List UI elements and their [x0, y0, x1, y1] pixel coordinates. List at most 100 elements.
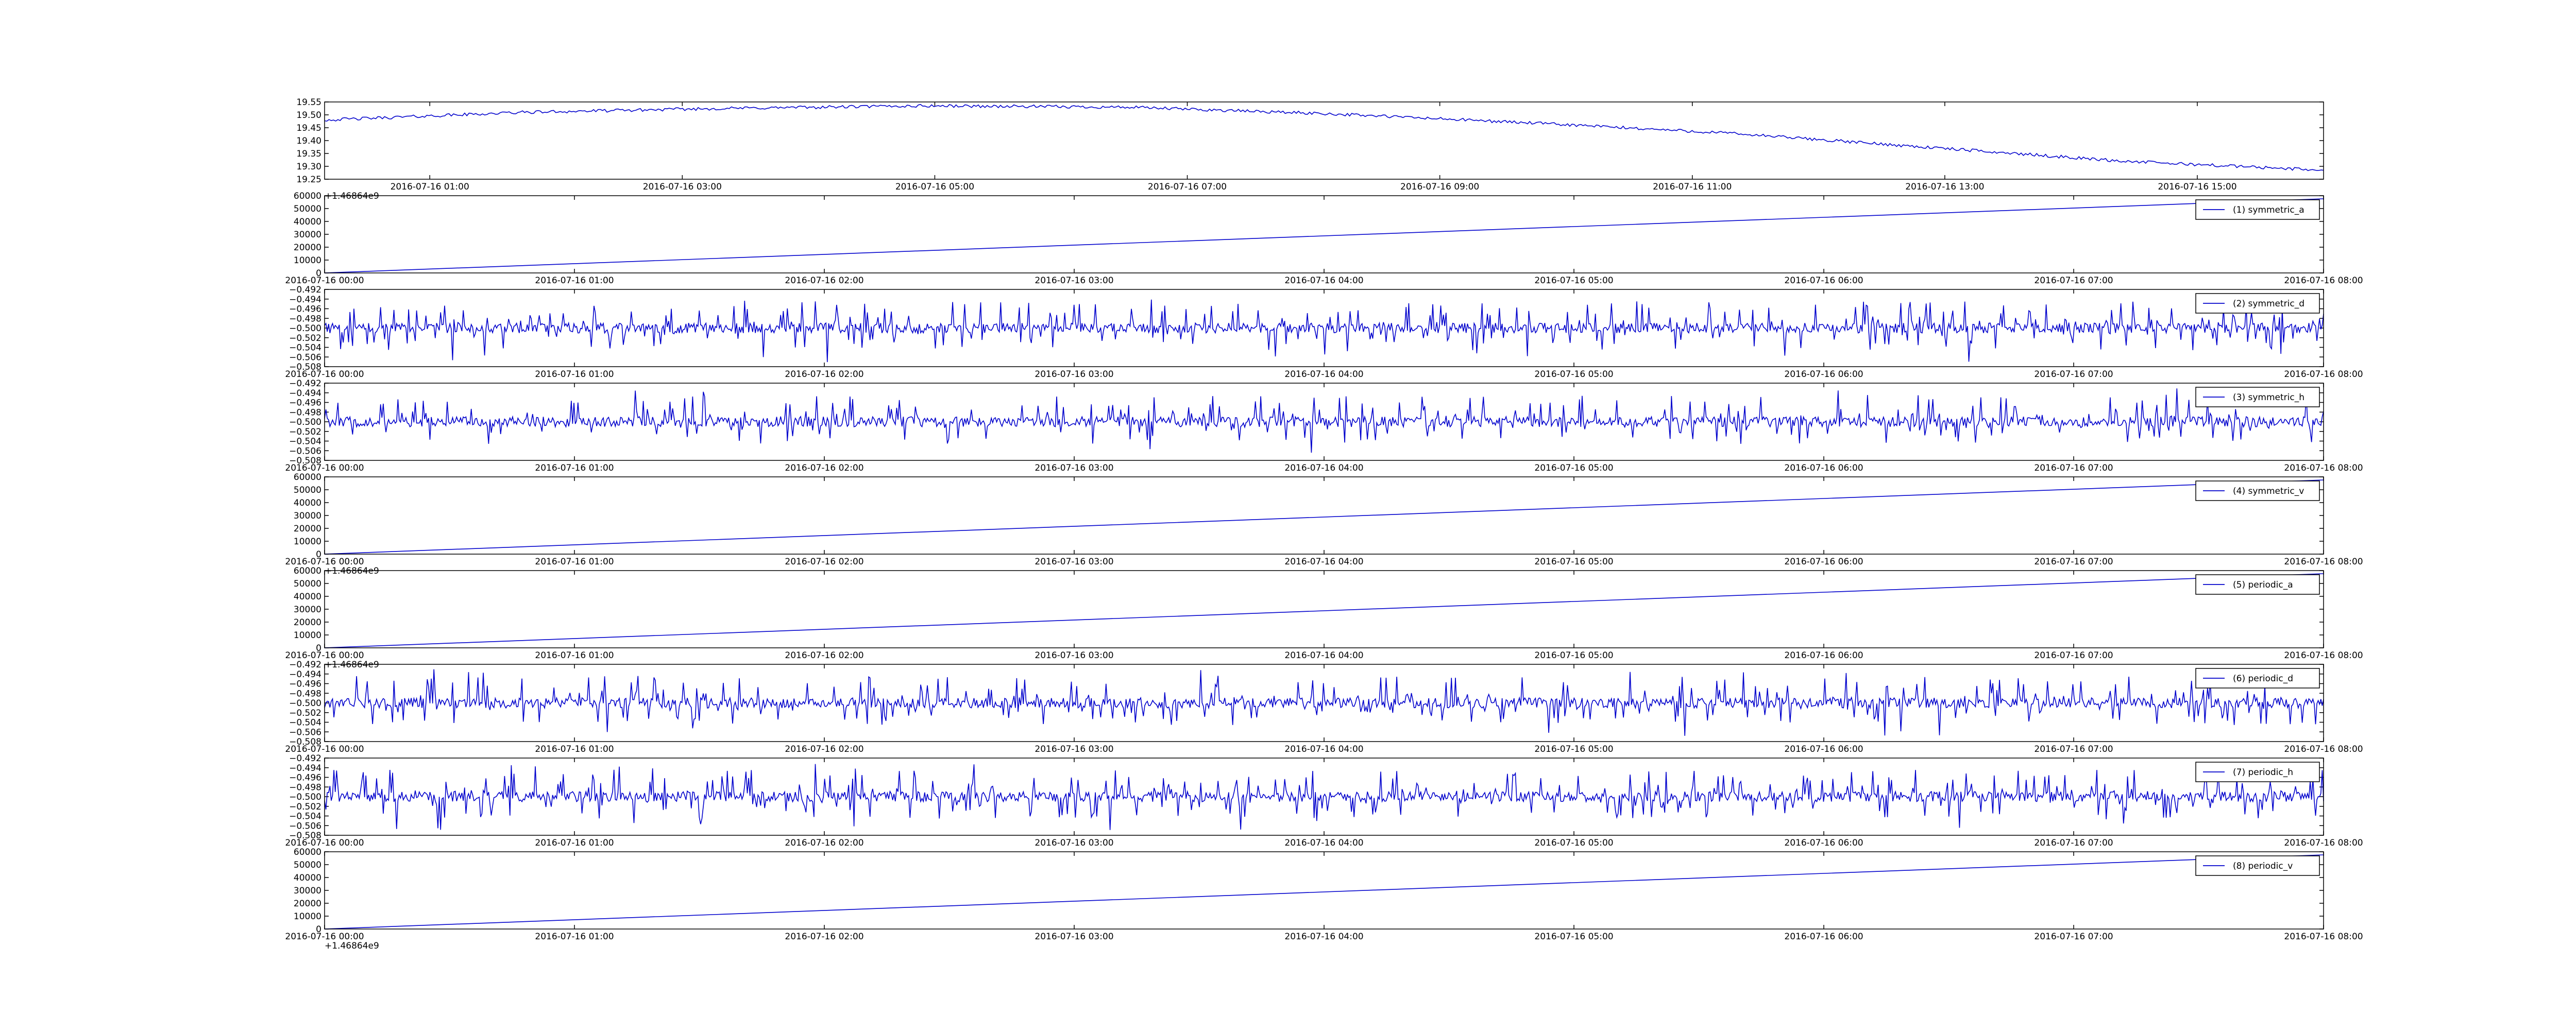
x-tick-label: 2016-07-16 00:00	[285, 744, 364, 754]
x-tick-label: 2016-07-16 01:00	[535, 463, 614, 473]
x-tick-label: 2016-07-16 03:00	[1035, 650, 1113, 661]
x-tick-label: 2016-07-16 00:00	[285, 463, 364, 473]
series-line-2	[324, 198, 2324, 273]
x-tick-label: 2016-07-16 13:00	[1905, 182, 1984, 192]
y-tick-label: 19.30	[296, 162, 321, 172]
x-tick-label: 2016-07-16 07:00	[2034, 463, 2113, 473]
x-tick-label: 2016-07-16 04:00	[1284, 650, 1363, 661]
plot-frame	[324, 289, 2324, 367]
series-line-8	[324, 764, 2324, 830]
y-tick-label: −0.502	[289, 427, 321, 437]
y-tick-label: −0.500	[289, 417, 321, 427]
y-tick-label: −0.496	[289, 398, 321, 408]
x-tick-label: 2016-07-16 04:00	[1284, 463, 1363, 473]
series-line-7	[324, 669, 2324, 736]
x-tick-label: 2016-07-16 02:00	[785, 932, 863, 942]
series-line-9	[324, 854, 2324, 930]
x-tick-label: 2016-07-16 00:00	[285, 932, 364, 942]
chart-panel-5: 60000500004000030000200001000002016-07-1…	[285, 472, 2363, 576]
chart-panel-8: −0.492−0.494−0.496−0.498−0.500−0.502−0.5…	[285, 753, 2363, 848]
x-tick-label: 2016-07-16 04:00	[1284, 369, 1363, 380]
legend: (3) symmetric_h	[2195, 387, 2320, 407]
legend-label: (4) symmetric_v	[2233, 486, 2304, 496]
y-tick-label: −0.502	[289, 802, 321, 812]
x-tick-label: 2016-07-16 04:00	[1284, 932, 1363, 942]
legend-label: (1) symmetric_a	[2233, 205, 2304, 215]
x-tick-label: 2016-07-16 06:00	[1784, 557, 1863, 567]
x-tick-label: 2016-07-16 00:00	[285, 557, 364, 567]
legend: (8) periodic_v	[2195, 855, 2320, 876]
plot-frame	[324, 664, 2324, 742]
y-tick-label: 40000	[294, 873, 321, 883]
y-tick-label: −0.492	[289, 379, 321, 389]
axis-offset-label: +1.46864e9	[325, 941, 379, 951]
x-tick-label: 2016-07-16 05:00	[1534, 932, 1613, 942]
y-tick-label: −0.500	[289, 792, 321, 802]
x-tick-label: 2016-07-16 08:00	[2284, 744, 2363, 754]
y-tick-label: −0.492	[289, 660, 321, 670]
plot-frame	[324, 476, 2324, 555]
chart-panel-4: −0.492−0.494−0.496−0.498−0.500−0.502−0.5…	[285, 379, 2363, 473]
y-tick-label: 20000	[294, 524, 321, 534]
x-tick-label: 2016-07-16 00:00	[285, 650, 364, 661]
y-tick-label: 20000	[294, 617, 321, 628]
x-tick-label: 2016-07-16 06:00	[1784, 276, 1863, 286]
x-tick-label: 2016-07-16 02:00	[785, 838, 863, 848]
y-tick-label: −0.508	[289, 737, 321, 747]
x-tick-label: 2016-07-16 00:00	[285, 276, 364, 286]
x-tick-label: 2016-07-16 07:00	[2034, 744, 2113, 754]
x-tick-label: 2016-07-16 05:00	[1534, 463, 1613, 473]
x-tick-label: 2016-07-16 06:00	[1784, 463, 1863, 473]
x-tick-label: 2016-07-16 01:00	[535, 369, 614, 380]
x-tick-label: 2016-07-16 03:00	[1035, 744, 1113, 754]
x-tick-label: 2016-07-16 01:00	[535, 557, 614, 567]
series-line-5	[324, 479, 2324, 555]
legend: (7) periodic_h	[2195, 762, 2320, 782]
x-tick-label: 2016-07-16 07:00	[1148, 182, 1227, 192]
chart-panel-1: 19.55 19.50 19.45 19.40 19.35 19.30 19.25 2016-…	[296, 97, 2324, 201]
y-tick-label: −0.504	[289, 437, 321, 447]
y-tick-label: 50000	[294, 485, 321, 495]
y-tick-label: −0.496	[289, 773, 321, 783]
y-tick-label: −0.502	[289, 708, 321, 718]
y-tick-label: 19.40	[296, 136, 321, 146]
y-tick-label: 0	[316, 549, 321, 560]
y-tick-label: −0.500	[289, 323, 321, 334]
x-tick-label: 2016-07-16 03:00	[1035, 276, 1113, 286]
y-tick-label: 40000	[294, 217, 321, 227]
series-line-4	[324, 388, 2324, 453]
x-tick-label: 2016-07-16 04:00	[1284, 744, 1363, 754]
x-tick-label: 2016-07-16 08:00	[2284, 557, 2363, 567]
y-tick-label: 60000	[294, 847, 321, 857]
x-tick-label: 2016-07-16 08:00	[2284, 276, 2363, 286]
x-tick-label: 2016-07-16 02:00	[785, 369, 863, 380]
y-tick-label: −0.504	[289, 718, 321, 728]
legend: (6) periodic_d	[2195, 668, 2320, 689]
y-tick-label: −0.496	[289, 304, 321, 315]
y-tick-label: −0.496	[289, 679, 321, 690]
x-tick-label: 2016-07-16 04:00	[1284, 557, 1363, 567]
x-tick-label: 2016-07-16 08:00	[2284, 369, 2363, 380]
legend-label: (7) periodic_h	[2233, 767, 2293, 778]
y-tick-label: 19.50	[296, 110, 321, 121]
y-tick-label: −0.506	[289, 727, 321, 737]
x-tick-label: 2016-07-16 01:00	[535, 838, 614, 848]
y-tick-label: 19.45	[296, 123, 321, 133]
x-tick-label: 2016-07-16 04:00	[1284, 838, 1363, 848]
x-tick-label: 2016-07-16 05:00	[1534, 650, 1613, 661]
x-tick-label: 2016-07-16 03:00	[1035, 932, 1113, 942]
x-tick-label: 2016-07-16 06:00	[1784, 838, 1863, 848]
series-line-1	[324, 104, 2324, 171]
y-tick-label: −0.508	[289, 831, 321, 841]
y-tick-label: 40000	[294, 592, 321, 602]
y-tick-label: −0.504	[289, 812, 321, 822]
y-tick-label: 30000	[294, 230, 321, 240]
chart-panel-6: 60000500004000030000200001000002016-07-1…	[285, 566, 2363, 670]
x-tick-label: 2016-07-16 08:00	[2284, 650, 2363, 661]
x-tick-label: 2016-07-16 01:00	[391, 182, 469, 192]
axis-offset-label: +1.46864e9	[325, 191, 379, 201]
y-tick-label: 10000	[294, 537, 321, 547]
x-tick-label: 2016-07-16 08:00	[2284, 932, 2363, 942]
